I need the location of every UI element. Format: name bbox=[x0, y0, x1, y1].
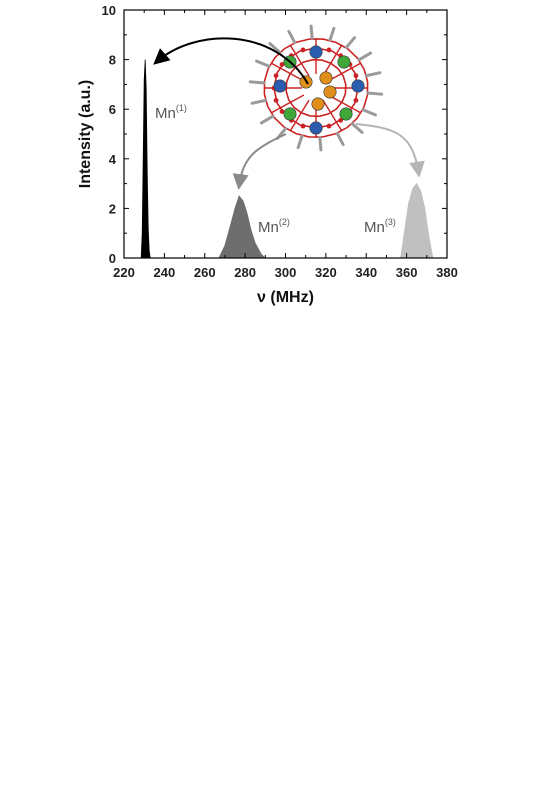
peak-label-superscript: (3) bbox=[385, 217, 396, 227]
y-axis-label: Intensity (a.u.) bbox=[77, 80, 94, 188]
y-tick-label: 0 bbox=[109, 251, 116, 266]
oxygen-atom bbox=[273, 73, 279, 79]
peak-label-superscript: (2) bbox=[279, 217, 290, 227]
oxygen-atom bbox=[279, 109, 285, 114]
peak-area-3 bbox=[400, 182, 434, 259]
oxygen-atom bbox=[300, 47, 306, 53]
x-tick-label: 280 bbox=[234, 265, 256, 280]
peak-area-2 bbox=[218, 195, 266, 259]
oxygen-atom bbox=[353, 97, 359, 103]
carbon-stick bbox=[357, 51, 373, 62]
bond bbox=[289, 44, 310, 77]
bond bbox=[327, 94, 362, 114]
oxygen-atom bbox=[300, 123, 306, 129]
carbon-stick bbox=[335, 132, 345, 147]
metal-atom bbox=[309, 45, 323, 59]
bond bbox=[322, 44, 343, 77]
x-tick-label: 320 bbox=[315, 265, 337, 280]
carbon-stick bbox=[287, 29, 297, 44]
peak-label-base: Mn bbox=[364, 219, 385, 236]
bond bbox=[322, 99, 343, 132]
carbon-stick bbox=[309, 24, 314, 40]
peak-label-base: Mn bbox=[155, 105, 176, 122]
x-tick-label: 380 bbox=[436, 265, 458, 280]
oxygen-atom bbox=[273, 97, 279, 103]
carbon-stick bbox=[366, 91, 384, 96]
nmr-spectrum-figure: 220 240 260 280 300 320 340 360 380 0 2 4 6 8 10 ν (MH… bbox=[77, 3, 458, 306]
carbon-stick bbox=[344, 36, 357, 49]
peak-area-1 bbox=[140, 59, 151, 259]
metal-atom bbox=[283, 107, 297, 121]
metal-atom bbox=[319, 71, 333, 85]
metal-atom bbox=[337, 55, 351, 69]
metal-atom bbox=[311, 97, 325, 111]
carbon-stick bbox=[250, 98, 268, 105]
carbon-stick bbox=[350, 122, 364, 134]
carbon-stick bbox=[255, 59, 271, 68]
arrow-to-peak-3 bbox=[355, 123, 425, 178]
x-tick-label: 260 bbox=[194, 265, 216, 280]
oxygen-atom bbox=[353, 73, 359, 79]
arrow-to-peak-2 bbox=[232, 133, 287, 191]
x-tick-label: 360 bbox=[396, 265, 418, 280]
metal-atom bbox=[323, 85, 337, 99]
peak-label-base: Mn bbox=[258, 219, 279, 236]
carbon-stick bbox=[268, 42, 282, 54]
x-axis-label: ν (MHz) bbox=[257, 289, 314, 306]
metal-atom bbox=[351, 79, 365, 93]
y-tick-label: 4 bbox=[109, 152, 117, 167]
x-tick-label: 220 bbox=[113, 265, 135, 280]
tick-labels: 220 240 260 280 300 320 340 360 380 0 2 4 6 8 10 bbox=[102, 3, 458, 280]
bond-ring bbox=[263, 38, 369, 138]
x-tick-label: 300 bbox=[275, 265, 297, 280]
oxygen-atom bbox=[279, 62, 285, 67]
axis-ticks bbox=[123, 9, 448, 259]
peak-label-3: Mn(3) bbox=[364, 217, 396, 236]
metal-atom bbox=[309, 121, 323, 135]
carbon-stick bbox=[259, 114, 275, 125]
carbon-stick bbox=[364, 71, 382, 78]
y-tick-label: 2 bbox=[109, 201, 116, 216]
metal-atom bbox=[339, 107, 353, 121]
peak-areas bbox=[140, 59, 434, 259]
mn12-molecule-structure bbox=[248, 24, 384, 152]
oxygen-atom bbox=[326, 123, 332, 129]
oxygen-atom bbox=[338, 117, 344, 123]
y-tick-label: 10 bbox=[102, 3, 116, 18]
arrow-to-peak-1 bbox=[153, 37, 309, 85]
peak-labels: Mn(1)Mn(2) Mn(3) bbox=[155, 103, 396, 236]
carbon-stick bbox=[248, 80, 266, 85]
x-tick-label: 340 bbox=[355, 265, 377, 280]
bond bbox=[327, 62, 362, 82]
peak-label-superscript: (1) bbox=[176, 103, 187, 113]
carbon-stick bbox=[318, 136, 323, 152]
metal-atom bbox=[273, 79, 287, 93]
peak-assignment-arrows bbox=[153, 37, 425, 191]
carbon-stick bbox=[328, 26, 336, 42]
y-tick-label: 8 bbox=[109, 53, 116, 68]
bond bbox=[270, 62, 305, 82]
carbon-stick bbox=[296, 134, 304, 150]
oxygen-atom bbox=[326, 47, 332, 53]
carbon-stick bbox=[361, 108, 377, 117]
x-tick-label: 240 bbox=[154, 265, 176, 280]
bond-ring bbox=[285, 58, 347, 118]
peak-label-1: Mn(1) bbox=[155, 103, 187, 122]
bond bbox=[270, 94, 305, 114]
peak-label-2: Mn(2) bbox=[258, 217, 290, 236]
bond bbox=[289, 99, 310, 132]
y-tick-label: 6 bbox=[109, 102, 116, 117]
